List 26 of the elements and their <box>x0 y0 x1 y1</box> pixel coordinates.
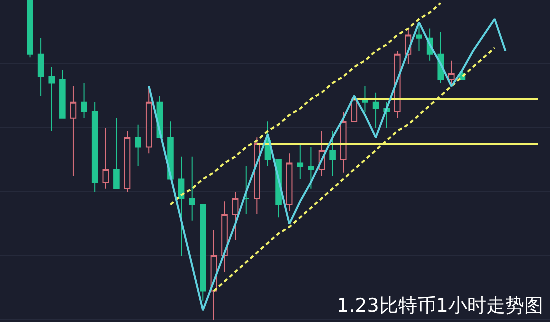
candlestick <box>70 86 77 177</box>
candlestick <box>102 128 110 190</box>
candlestick <box>222 201 228 273</box>
candlestick <box>124 130 131 193</box>
candlestick <box>27 0 34 58</box>
candlestick <box>189 156 196 222</box>
text: 1.23比特币1小时走势图 <box>337 295 544 317</box>
candlestick <box>372 92 380 129</box>
candlestick <box>330 130 336 177</box>
candlestick <box>48 66 56 132</box>
candlestick <box>416 25 422 52</box>
candlestick <box>243 166 250 215</box>
candlestick <box>286 153 293 212</box>
candlestick <box>135 124 142 167</box>
candlestick <box>232 192 239 241</box>
candlestick <box>92 102 98 193</box>
candlestick <box>60 70 66 119</box>
candlestick <box>448 60 455 87</box>
candlestick <box>297 144 304 180</box>
candlestick <box>178 156 185 257</box>
candlestick <box>200 204 206 302</box>
candlestick <box>114 118 120 190</box>
candlestick <box>308 146 314 190</box>
candlestick <box>38 38 44 97</box>
candlestick <box>340 112 347 174</box>
candlestick <box>81 82 88 119</box>
